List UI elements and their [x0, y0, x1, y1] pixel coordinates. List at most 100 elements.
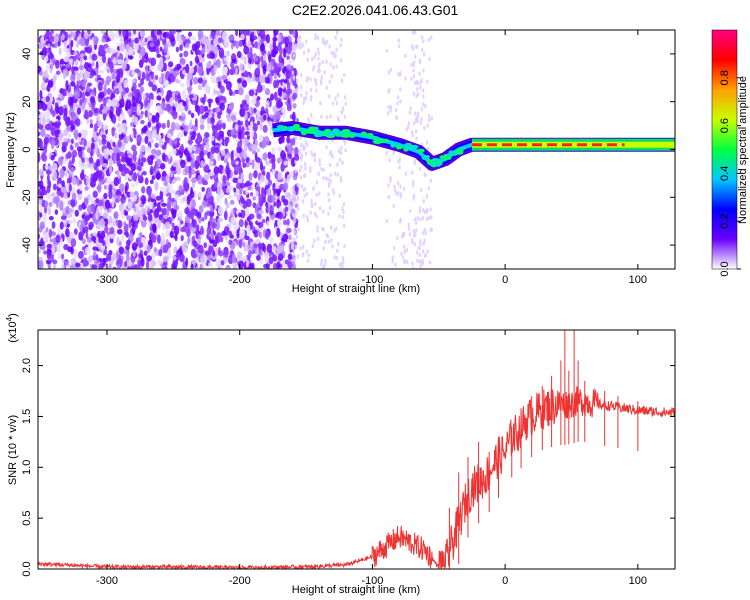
noise-cell	[101, 108, 108, 114]
noise-cell	[116, 50, 121, 57]
noise-cell	[328, 205, 332, 211]
noise-cell	[322, 175, 325, 181]
noise-cell	[328, 44, 331, 49]
noise-cell	[317, 236, 320, 242]
noise-cell	[210, 52, 215, 59]
noise-cell	[76, 107, 82, 115]
noise-cell	[69, 264, 75, 269]
noise-cell	[84, 114, 90, 120]
noise-cell	[207, 187, 212, 195]
noise-cell	[271, 49, 277, 58]
noise-cell	[211, 218, 216, 224]
noise-cell	[137, 165, 142, 172]
noise-cell	[427, 186, 430, 191]
noise-cell	[315, 180, 319, 185]
steady-band-inner	[471, 141, 675, 148]
noise-cell	[222, 187, 227, 193]
noise-cell	[318, 162, 322, 167]
noise-cell	[183, 50, 189, 58]
noise-cell	[91, 53, 98, 61]
noise-cell	[191, 219, 197, 228]
noise-cell	[413, 242, 417, 247]
noise-cell	[151, 223, 157, 233]
noise-cell	[205, 142, 210, 151]
noise-cell	[267, 194, 273, 204]
noise-cell	[319, 100, 322, 106]
noise-cell	[174, 194, 180, 201]
noise-cell	[210, 204, 214, 213]
noise-cell	[256, 147, 261, 153]
noise-cell	[228, 89, 233, 96]
noise-cell	[294, 210, 298, 216]
noise-cell	[422, 52, 426, 57]
noise-cell	[303, 173, 307, 178]
noise-cell	[76, 178, 81, 187]
noise-cell	[264, 76, 270, 84]
noise-cell	[200, 160, 205, 169]
noise-cell	[251, 143, 258, 151]
colorbar: 0.0 0.2 0.4 0.6 0.8 Normalized spectral ampl…	[711, 29, 749, 277]
noise-cell	[243, 104, 249, 112]
noise-cell	[276, 245, 282, 256]
noise-cell	[120, 213, 125, 219]
noise-cell	[322, 246, 325, 251]
noise-cell	[325, 39, 329, 44]
noise-cell	[246, 224, 251, 233]
noise-cell	[219, 237, 224, 243]
noise-cell	[188, 169, 192, 179]
noise-cell	[399, 184, 402, 189]
noise-cell	[134, 43, 139, 52]
noise-cell	[410, 237, 414, 243]
spectrogram-xtick-label: 100	[629, 274, 647, 286]
noise-cell	[143, 250, 148, 256]
noise-cell	[282, 233, 289, 243]
noise-cell	[219, 264, 224, 269]
noise-cell	[252, 94, 258, 100]
noise-cell	[223, 210, 228, 221]
noise-cell	[195, 211, 202, 218]
noise-cell	[226, 80, 232, 91]
noise-cell	[273, 62, 278, 68]
noise-cell	[221, 230, 227, 237]
noise-cell	[286, 64, 292, 70]
noise-cell	[250, 241, 254, 247]
noise-cell	[172, 255, 177, 261]
noise-cell	[234, 124, 239, 131]
noise-cell	[179, 82, 185, 88]
spectrogram-xtick-label: -300	[96, 274, 118, 286]
noise-cell	[244, 235, 250, 241]
noise-cell	[408, 232, 412, 237]
noise-cell	[324, 258, 327, 264]
noise-cell	[52, 259, 58, 265]
noise-cell	[322, 167, 325, 173]
noise-cell	[275, 79, 279, 89]
noise-cell	[247, 40, 252, 48]
noise-cell	[52, 236, 57, 245]
track-blob	[439, 155, 449, 160]
noise-cell	[158, 249, 163, 257]
noise-cell	[88, 221, 95, 229]
noise-cell	[168, 151, 172, 160]
noise-cell	[404, 76, 407, 81]
track-blob	[343, 133, 349, 138]
noise-cell	[42, 116, 46, 126]
noise-cell	[134, 37, 139, 44]
noise-cell	[155, 172, 162, 180]
noise-cell	[325, 59, 328, 65]
track-blob	[374, 136, 380, 141]
noise-cell	[40, 237, 44, 245]
noise-cell	[123, 79, 129, 88]
noise-cell	[413, 217, 417, 222]
noise-cell	[101, 138, 107, 145]
noise-cell	[403, 249, 406, 255]
noise-cell	[161, 175, 165, 182]
noise-cell	[146, 244, 151, 254]
noise-cell	[154, 74, 159, 81]
snr-xtick-label: -200	[229, 575, 251, 587]
noise-cell	[385, 150, 389, 156]
track-blob	[417, 148, 425, 153]
noise-cell	[244, 138, 250, 144]
noise-cell	[162, 32, 167, 39]
noise-cell	[148, 92, 154, 102]
noise-cell	[287, 145, 293, 154]
